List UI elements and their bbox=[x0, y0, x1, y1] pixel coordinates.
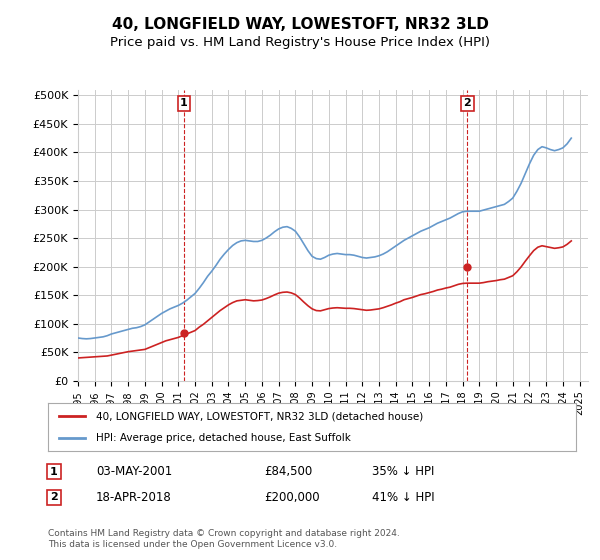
Text: 40, LONGFIELD WAY, LOWESTOFT, NR32 3LD (detached house): 40, LONGFIELD WAY, LOWESTOFT, NR32 3LD (… bbox=[95, 411, 423, 421]
Text: Price paid vs. HM Land Registry's House Price Index (HPI): Price paid vs. HM Land Registry's House … bbox=[110, 36, 490, 49]
Text: 35% ↓ HPI: 35% ↓ HPI bbox=[372, 465, 434, 478]
Text: 2: 2 bbox=[50, 492, 58, 502]
Text: 2: 2 bbox=[464, 99, 472, 108]
Text: £200,000: £200,000 bbox=[264, 491, 320, 504]
Text: HPI: Average price, detached house, East Suffolk: HPI: Average price, detached house, East… bbox=[95, 433, 350, 443]
Text: 41% ↓ HPI: 41% ↓ HPI bbox=[372, 491, 434, 504]
Text: 03-MAY-2001: 03-MAY-2001 bbox=[96, 465, 172, 478]
Text: 40, LONGFIELD WAY, LOWESTOFT, NR32 3LD: 40, LONGFIELD WAY, LOWESTOFT, NR32 3LD bbox=[112, 17, 488, 32]
Text: 1: 1 bbox=[50, 466, 58, 477]
Text: £84,500: £84,500 bbox=[264, 465, 312, 478]
Text: 18-APR-2018: 18-APR-2018 bbox=[96, 491, 172, 504]
Text: Contains HM Land Registry data © Crown copyright and database right 2024.
This d: Contains HM Land Registry data © Crown c… bbox=[48, 529, 400, 549]
Text: 1: 1 bbox=[180, 99, 188, 108]
